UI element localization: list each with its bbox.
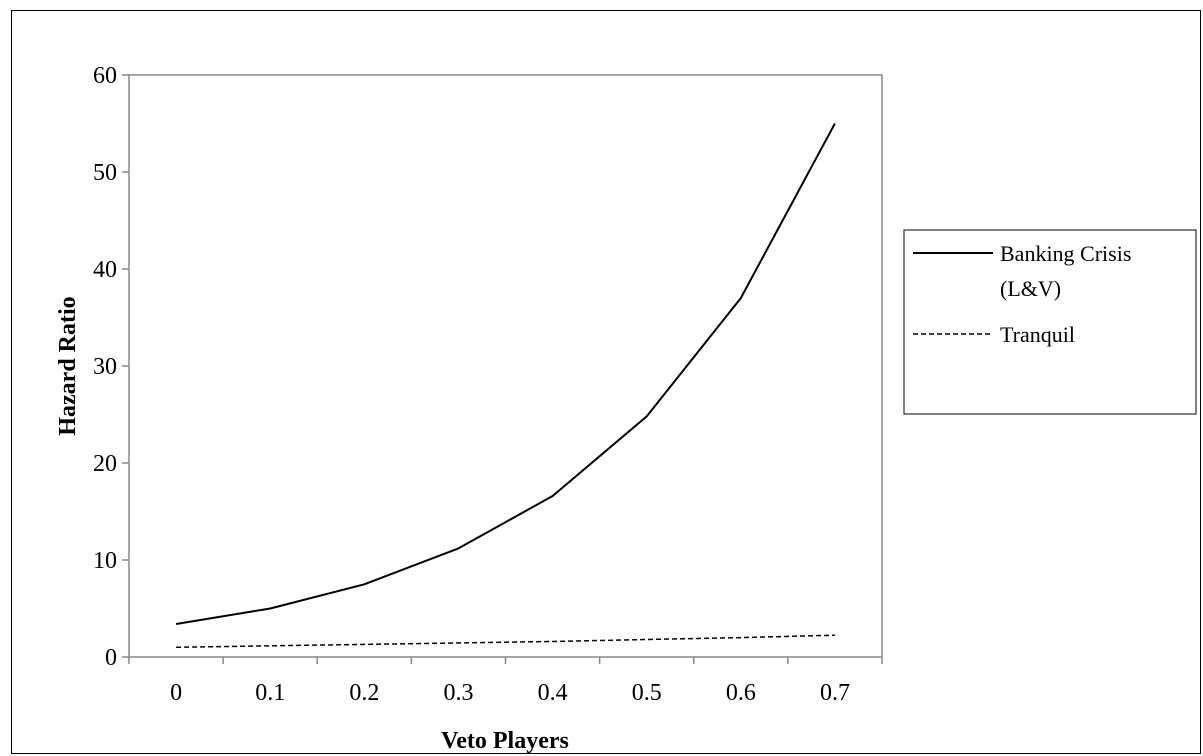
y-tick-label: 0 (105, 645, 117, 671)
y-tick-label: 20 (93, 451, 117, 477)
y-tick-label: 50 (93, 160, 117, 186)
x-tick-label: 0.1 (255, 680, 285, 706)
x-axis-title: Veto Players (441, 728, 569, 754)
y-tick-label: 40 (93, 257, 117, 283)
y-axis: 0 10 20 30 40 50 60 (93, 63, 129, 671)
series-lines (175, 123, 836, 649)
legend-label-banking-crisis-line2: (L&V) (1000, 276, 1061, 301)
series-line-tranquil (176, 634, 835, 649)
x-tick-label: 0 (170, 680, 182, 706)
legend-label-banking-crisis: Banking Crisis (1000, 241, 1131, 266)
legend: Banking Crisis (L&V) Tranquil (903, 229, 1197, 415)
series-line-banking-crisis (175, 123, 836, 625)
y-tick-label: 30 (93, 354, 117, 380)
plot-area (128, 74, 883, 658)
y-tick-label: 10 (93, 548, 117, 574)
x-tick-label: 0.7 (820, 680, 850, 706)
y-axis-title: Hazard Ratio (55, 296, 81, 435)
x-tick-label: 0.5 (632, 680, 662, 706)
x-axis: 0 0.1 0.2 0.3 0.4 0.5 0.6 0.7 (128, 657, 883, 706)
legend-label-tranquil: Tranquil (1000, 322, 1075, 347)
y-tick-label: 60 (93, 63, 117, 89)
legend-box (903, 229, 1197, 415)
x-tick-label: 0.6 (726, 680, 756, 706)
x-tick-label: 0.3 (443, 680, 473, 706)
x-tick-label: 0.2 (349, 680, 379, 706)
x-tick-label: 0.4 (538, 680, 568, 706)
